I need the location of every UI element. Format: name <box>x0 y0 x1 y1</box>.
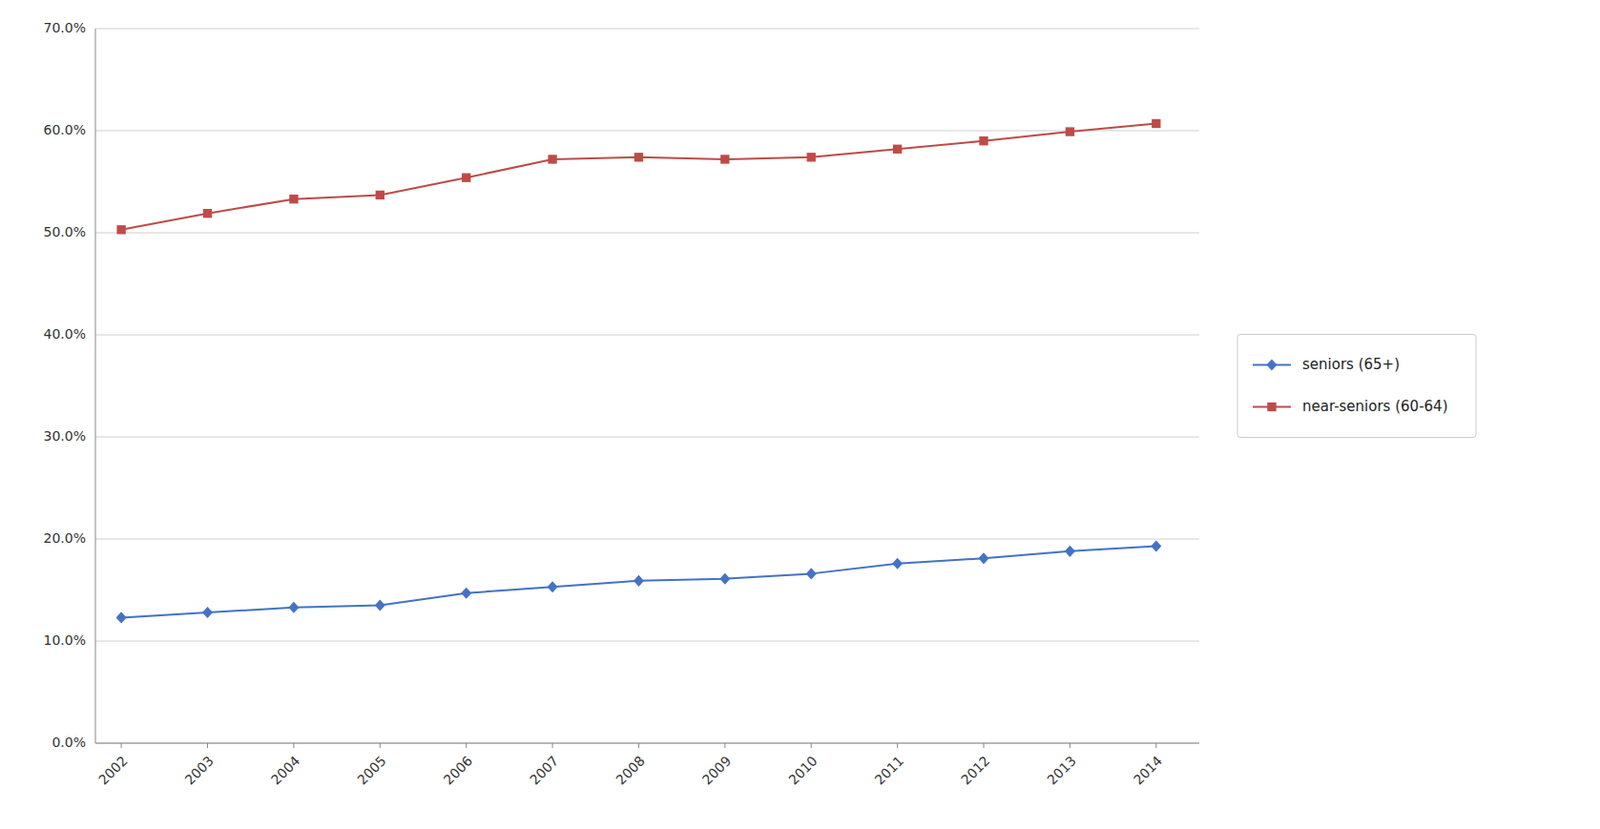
x-tick-label: 2002 <box>95 752 131 789</box>
x-tick <box>121 743 123 749</box>
x-tick <box>465 743 467 749</box>
legend: seniors (65+) near-seniors (60-64) <box>1237 334 1476 438</box>
x-tick-label: 2012 <box>957 752 994 789</box>
legend-marker <box>1267 402 1276 412</box>
point <box>116 225 125 234</box>
point <box>374 600 386 612</box>
x-tick-label: 2008 <box>612 752 648 789</box>
point <box>719 573 730 585</box>
x-tick-label: 2006 <box>440 752 477 789</box>
x-tick-label: 2004 <box>268 752 304 789</box>
legend-label: near-seniors (60-64) <box>1302 397 1448 416</box>
point <box>203 208 212 218</box>
x-tick-label: 2011 <box>872 752 908 789</box>
point <box>288 602 299 614</box>
plot-area <box>116 119 1163 624</box>
point <box>807 152 816 162</box>
point <box>289 194 298 204</box>
y-tick-label: 40.0% <box>43 326 86 342</box>
x-tick-label: 2009 <box>699 752 735 789</box>
x-tick <box>379 743 381 749</box>
chart: 0.0% 10.0% 20.0% 30.0% 40.0% 50.0% 60.0% 70.0% 2… <box>0 0 1600 829</box>
point <box>892 558 903 570</box>
grid <box>95 28 1200 744</box>
point <box>1151 119 1161 128</box>
y-tick-label: 20.0% <box>43 530 86 546</box>
x-tick <box>638 743 640 749</box>
point <box>547 154 557 164</box>
grid-line <box>95 334 1200 336</box>
point <box>720 154 729 164</box>
grid-line <box>95 539 1200 541</box>
grid-line <box>95 743 1200 745</box>
x-tick <box>292 743 294 749</box>
y-tick-label: 0.0% <box>51 734 86 750</box>
point <box>547 581 559 593</box>
x-tick <box>983 743 985 749</box>
grid-line <box>95 28 1200 30</box>
grid-line <box>95 641 1200 643</box>
point <box>116 611 127 624</box>
grid-line <box>95 130 1200 132</box>
y-tick-label: 30.0% <box>43 428 86 444</box>
point <box>1150 540 1162 552</box>
legend-label: seniors (65+) <box>1302 355 1400 374</box>
x-tick <box>810 743 812 749</box>
point <box>978 552 990 564</box>
x-tick <box>207 743 208 749</box>
x-tick-label: 2007 <box>526 752 562 789</box>
point <box>460 587 472 600</box>
series-line <box>121 545 1157 618</box>
x-tick-label: 2005 <box>353 752 390 789</box>
x-tick <box>1155 743 1157 749</box>
legend-marker <box>1267 358 1278 371</box>
x-axis <box>95 743 1200 745</box>
point <box>1064 545 1076 558</box>
y-tick-label: 50.0% <box>43 224 86 240</box>
x-tick <box>1069 743 1071 749</box>
point <box>202 606 213 619</box>
point <box>978 136 988 146</box>
x-tick <box>896 743 898 749</box>
x-tick-label: 2014 <box>1130 752 1166 789</box>
y-tick-label: 70.0% <box>43 20 86 36</box>
point <box>461 173 471 183</box>
point <box>375 190 385 200</box>
point <box>633 575 645 587</box>
y-tick-label: 60.0% <box>43 122 86 138</box>
point <box>893 145 902 154</box>
y-axis <box>95 28 97 744</box>
series-line <box>121 124 1157 230</box>
grid-line <box>95 436 1200 438</box>
x-tick-label: 2013 <box>1043 752 1080 789</box>
point <box>806 567 817 580</box>
x-tick <box>552 743 554 749</box>
grid-line <box>95 232 1200 234</box>
x-tick-label: 2010 <box>785 752 821 789</box>
y-tick-label: 10.0% <box>43 632 86 648</box>
point <box>634 152 644 162</box>
x-tick <box>724 743 726 749</box>
point <box>1065 126 1075 136</box>
legend-box <box>1237 334 1476 438</box>
x-tick-label: 2003 <box>181 752 217 789</box>
